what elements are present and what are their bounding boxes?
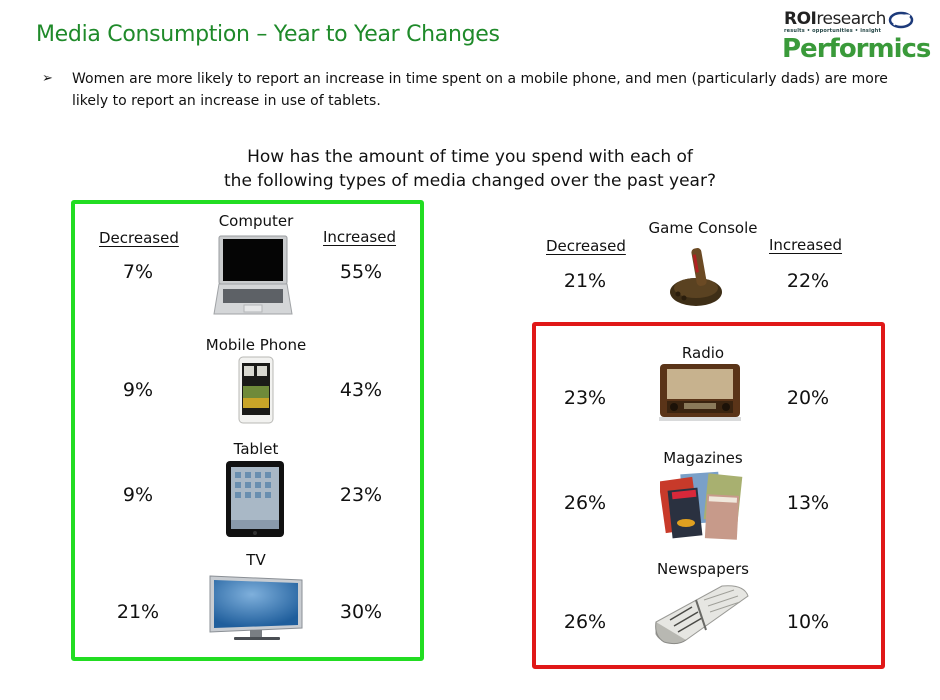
media-label-magazines: Magazines xyxy=(663,449,743,467)
arrowhead-bullet-icon: ➢ xyxy=(42,71,53,86)
mobile-phone-decreased-value: 9% xyxy=(122,379,154,401)
newspapers-increased-value: 10% xyxy=(786,611,830,633)
media-label-newspapers: Newspapers xyxy=(657,560,749,578)
tablet-icon xyxy=(226,461,284,537)
tv-decreased-value: 21% xyxy=(116,601,160,623)
media-label-radio: Radio xyxy=(681,344,725,362)
mobile-phone-increased-value: 43% xyxy=(339,379,383,401)
roi-research-wordmark: ROIresearch xyxy=(784,9,886,29)
media-label-tablet: Tablet xyxy=(233,440,279,458)
joystick-icon xyxy=(670,248,722,306)
tv-icon xyxy=(209,575,303,640)
magazines-increased-value: 13% xyxy=(786,492,830,514)
bullet-text: Women are more likely to report an incre… xyxy=(72,71,888,109)
magazines-icon xyxy=(660,471,743,540)
media-label-computer: Computer xyxy=(218,212,294,230)
media-label-mobile-phone: Mobile Phone xyxy=(205,336,307,354)
tablet-increased-value: 23% xyxy=(339,484,383,506)
tv-increased-value: 30% xyxy=(339,601,383,623)
tablet-decreased-value: 9% xyxy=(122,484,154,506)
summary-bullet: ➢ Women are more likely to report an inc… xyxy=(42,68,902,112)
swoosh-logo-icon xyxy=(888,11,914,29)
computer-increased-value: 55% xyxy=(339,261,383,283)
radio-decreased-value: 23% xyxy=(563,387,607,409)
game-console-increased-value: 22% xyxy=(786,270,830,292)
decrease-group-box xyxy=(532,322,885,669)
survey-question: How has the amount of time you spend wit… xyxy=(224,147,716,191)
laptop-icon xyxy=(213,235,293,315)
newspapers-decreased-value: 26% xyxy=(563,611,607,633)
game-console-decreased-value: 21% xyxy=(563,270,607,292)
newspaper-icon xyxy=(655,585,749,645)
magazines-decreased-value: 26% xyxy=(563,492,607,514)
increased-header-right: Increased xyxy=(769,236,843,254)
increase-group-box xyxy=(71,200,424,661)
roi-performics-logo: ROIresearch results • opportunities • in… xyxy=(780,6,931,66)
radio-increased-value: 20% xyxy=(786,387,830,409)
smartphone-icon xyxy=(238,356,274,424)
media-label-game-console: Game Console xyxy=(648,219,758,237)
performics-wordmark: Performics xyxy=(782,34,931,64)
computer-decreased-value: 7% xyxy=(122,261,154,283)
page-title: Media Consumption – Year to Year Changes xyxy=(36,22,500,47)
decreased-header-right: Decreased xyxy=(546,237,626,255)
increased-header-left: Increased xyxy=(323,228,397,246)
decreased-header-left: Decreased xyxy=(99,229,179,247)
media-label-tv: TV xyxy=(246,551,266,569)
radio-icon xyxy=(659,364,741,421)
logo-tagline: results • opportunities • insight xyxy=(784,28,882,34)
